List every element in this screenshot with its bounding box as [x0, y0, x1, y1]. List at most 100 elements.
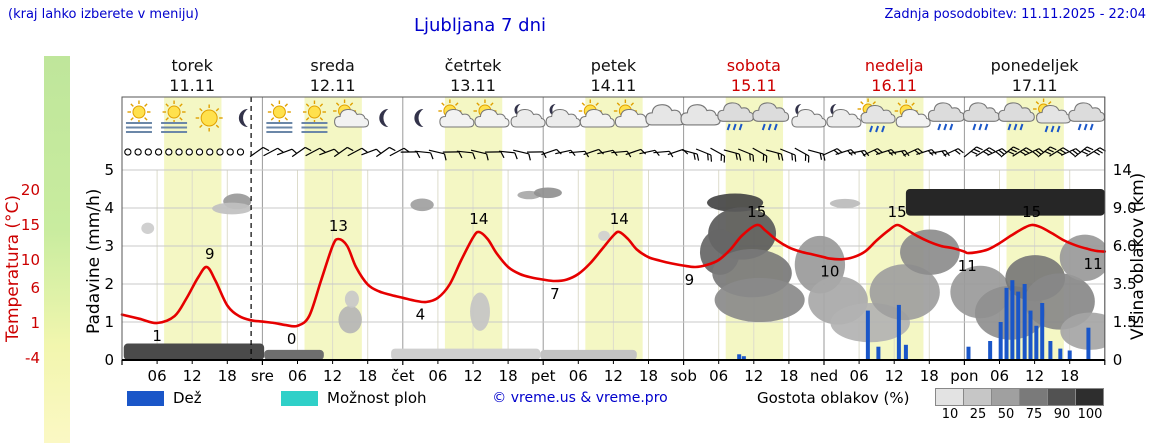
svg-text:18: 18 — [920, 367, 939, 385]
svg-text:18: 18 — [639, 367, 658, 385]
partly-cloudy-icon — [613, 99, 650, 128]
cloud-axis-ticks: 14 9.0 6.0 3.5 1.5 0 — [1113, 161, 1137, 369]
svg-text:13: 13 — [329, 217, 348, 235]
svg-text:13.11: 13.11 — [450, 76, 496, 95]
svg-text:11: 11 — [1084, 255, 1103, 273]
svg-text:torek: torek — [171, 56, 213, 75]
svg-text:10: 10 — [21, 251, 40, 269]
rain-icon — [927, 102, 965, 131]
cloud-density-step: 90 — [1047, 388, 1076, 422]
svg-text:sob: sob — [670, 367, 697, 385]
temperature-curve — [120, 223, 1107, 328]
svg-text:12: 12 — [323, 367, 342, 385]
svg-text:pon: pon — [950, 367, 978, 385]
svg-text:06: 06 — [990, 367, 1009, 385]
svg-text:12: 12 — [604, 367, 623, 385]
cloudy-icon — [645, 104, 686, 126]
svg-text:18: 18 — [499, 367, 518, 385]
svg-text:18: 18 — [218, 367, 237, 385]
svg-text:06: 06 — [288, 367, 307, 385]
svg-text:-4: -4 — [25, 349, 40, 367]
svg-text:12: 12 — [183, 367, 202, 385]
svg-text:17.11: 17.11 — [1012, 76, 1058, 95]
showers-legend-label: Možnost ploh — [327, 389, 427, 407]
svg-text:7: 7 — [550, 285, 560, 303]
svg-text:1: 1 — [104, 313, 114, 331]
cloud-layer — [123, 187, 1105, 360]
svg-text:15: 15 — [888, 203, 907, 221]
svg-text:12: 12 — [463, 367, 482, 385]
temperature-value-labels: 1 9 0 13 4 14 7 14 9 15 10 15 11 15 11 — [152, 203, 1102, 348]
moon-icon — [379, 109, 389, 127]
svg-text:14: 14 — [469, 210, 488, 228]
plot-frame — [121, 96, 1106, 365]
svg-text:0: 0 — [287, 330, 297, 348]
svg-text:16.11: 16.11 — [871, 76, 917, 95]
svg-text:15: 15 — [21, 216, 40, 234]
svg-text:06: 06 — [709, 367, 728, 385]
partly-cloudy-icon — [578, 99, 615, 128]
svg-text:11.11: 11.11 — [169, 76, 215, 95]
cloud-density-step: 75 — [1019, 388, 1048, 422]
svg-text:ponedeljek: ponedeljek — [991, 56, 1080, 75]
wind-row — [124, 146, 1106, 163]
svg-text:petek: petek — [591, 56, 637, 75]
svg-text:14.11: 14.11 — [590, 76, 636, 95]
svg-text:18: 18 — [358, 367, 377, 385]
rain-icon — [752, 102, 790, 131]
weather-icon-row — [125, 98, 1106, 133]
svg-text:sreda: sreda — [310, 56, 354, 75]
svg-text:četrtek: četrtek — [445, 56, 503, 75]
svg-text:12: 12 — [885, 367, 904, 385]
svg-text:14: 14 — [1113, 161, 1132, 179]
fog-sun-icon — [266, 100, 293, 133]
svg-text:3.5: 3.5 — [1113, 275, 1137, 293]
rain-bars — [737, 280, 1091, 360]
cloud-density-scale: 10 25 50 75 90 100 — [935, 388, 1104, 422]
fog-sun-icon — [125, 100, 152, 133]
svg-text:15: 15 — [747, 203, 766, 221]
svg-text:12.11: 12.11 — [310, 76, 356, 95]
cloud-moon-icon — [545, 104, 581, 128]
svg-text:9: 9 — [685, 271, 695, 289]
partly-cloudy-icon — [333, 99, 370, 128]
svg-text:0: 0 — [104, 351, 114, 369]
rain-legend-swatch — [127, 391, 164, 406]
moon-icon — [238, 109, 248, 127]
partly-cloudy-icon — [473, 99, 510, 128]
svg-text:1: 1 — [152, 327, 162, 345]
svg-text:15.11: 15.11 — [731, 76, 777, 95]
rain-sun-icon — [857, 98, 896, 133]
x-axis-labels: 06 12 18 06 12 18 06 12 18 06 12 18 06 12 18 06 12 18 06 12… — [148, 367, 1080, 385]
svg-text:12: 12 — [744, 367, 763, 385]
svg-text:10: 10 — [820, 263, 839, 281]
svg-text:11: 11 — [958, 257, 977, 275]
copyright-link[interactable]: © vreme.us & vreme.pro — [492, 390, 668, 406]
rain-legend-label: Dež — [173, 389, 202, 407]
partly-cloudy-icon — [894, 99, 931, 128]
svg-text:sre: sre — [251, 367, 274, 385]
svg-text:nedelja: nedelja — [865, 56, 924, 75]
svg-text:3: 3 — [104, 237, 114, 255]
svg-text:pet: pet — [531, 367, 556, 385]
svg-text:14: 14 — [610, 210, 629, 228]
svg-text:18: 18 — [1060, 367, 1079, 385]
temperature-colorbar — [44, 56, 70, 443]
cloud-density-step: 25 — [963, 388, 992, 422]
svg-text:6: 6 — [30, 279, 40, 297]
svg-text:6.0: 6.0 — [1113, 237, 1137, 255]
last-updated: Zadnja posodobitev: 11.11.2025 - 22:04 — [884, 7, 1146, 22]
cloud-moon-icon — [510, 104, 546, 128]
svg-text:9: 9 — [205, 245, 215, 263]
svg-text:čet: čet — [391, 367, 414, 385]
fog-sun-icon — [301, 100, 328, 133]
cloud-moon-icon — [826, 104, 862, 128]
partly-cloudy-icon — [438, 99, 475, 128]
cloud-density-step: 50 — [991, 388, 1020, 422]
cloudy-icon — [680, 104, 721, 126]
svg-text:5: 5 — [104, 161, 114, 179]
temperature-axis-ticks: 20 15 10 6 1 -4 — [21, 181, 40, 367]
svg-text:4: 4 — [104, 199, 114, 217]
